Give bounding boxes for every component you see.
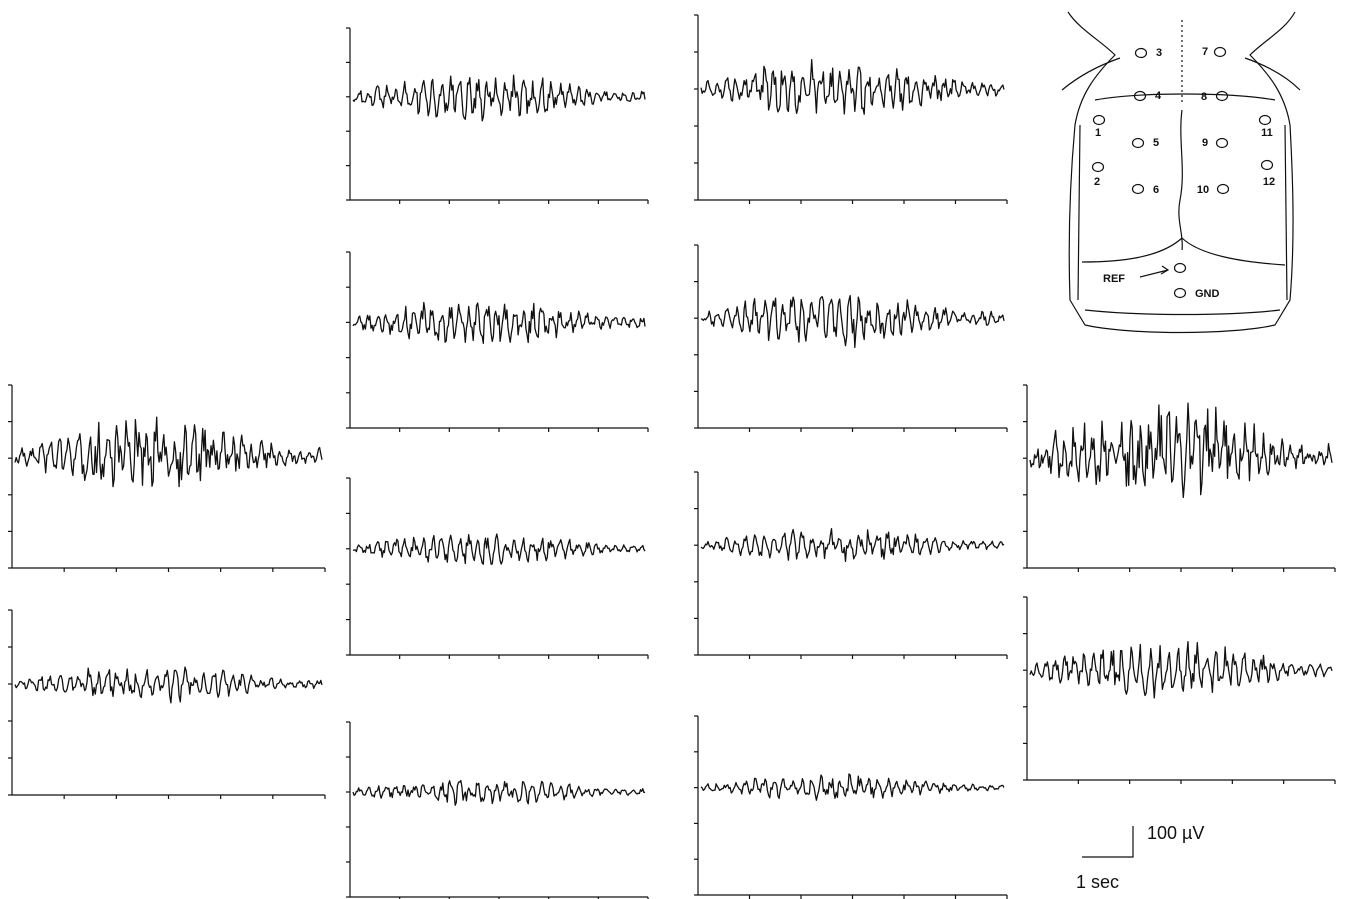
- trace-panel: [346, 722, 648, 899]
- eeg-trace: [1030, 403, 1332, 497]
- trace-panel: [8, 610, 325, 799]
- electrode: [1135, 92, 1146, 101]
- panel-axes: [698, 245, 1007, 428]
- panel-axes: [1027, 385, 1335, 568]
- figure: 123456789101112REFGND 100 µV 1 sec: [0, 0, 1345, 899]
- eeg-trace: [353, 303, 645, 344]
- reference-label: REF: [1103, 273, 1125, 285]
- scale-bar-lines: [1082, 826, 1133, 857]
- electrode: [1133, 185, 1144, 194]
- electrode: [1094, 116, 1105, 125]
- electrode-label: 4: [1155, 90, 1162, 102]
- electrode: [1093, 163, 1104, 172]
- electrode-label: 6: [1153, 184, 1159, 196]
- eeg-trace: [353, 534, 645, 564]
- scale-bar: 100 µV 1 sec: [1076, 823, 1204, 892]
- reference-arrow: [1140, 266, 1168, 277]
- trace-panel: [694, 716, 1007, 899]
- eeg-trace: [15, 417, 322, 487]
- electrode-label: 5: [1153, 137, 1159, 149]
- amplitude-label: 100 µV: [1147, 823, 1204, 843]
- eeg-trace: [1030, 642, 1332, 698]
- electrode: [1262, 161, 1273, 170]
- electrode-label: 10: [1197, 184, 1209, 196]
- electrode-label: 7: [1202, 46, 1208, 58]
- trace-panel: [346, 252, 648, 432]
- electrode-label: 3: [1156, 47, 1162, 59]
- panel-axes: [12, 610, 325, 795]
- panel-axes: [350, 478, 648, 655]
- electrode: [1217, 92, 1228, 101]
- trace-panel: [346, 28, 648, 204]
- electrode: [1215, 48, 1226, 57]
- electrode: [1217, 139, 1228, 148]
- electrode-label: 2: [1094, 176, 1100, 188]
- electrode: [1218, 185, 1229, 194]
- trace-panel: [694, 472, 1007, 659]
- electrode: [1260, 116, 1271, 125]
- electrode: [1133, 139, 1144, 148]
- trace-panel: [346, 478, 648, 659]
- ground-electrode: [1175, 289, 1186, 298]
- electrode-label: 12: [1263, 176, 1275, 188]
- eeg-trace: [701, 296, 1004, 348]
- eeg-trace: [353, 75, 645, 121]
- trace-panel: [8, 385, 325, 572]
- ground-label: GND: [1195, 288, 1220, 300]
- panel-axes: [350, 722, 648, 897]
- eeg-trace: [701, 774, 1004, 800]
- panel-axes: [1027, 597, 1335, 780]
- eeg-trace: [15, 667, 322, 703]
- trace-panel: [1023, 385, 1335, 572]
- trace-panel: [694, 245, 1007, 432]
- panel-axes: [698, 15, 1007, 200]
- eeg-trace: [701, 60, 1004, 114]
- trace-panel: [694, 15, 1007, 204]
- electrode-label: 8: [1201, 91, 1207, 103]
- trace-panel: [1023, 597, 1335, 784]
- electrode-label: 11: [1261, 127, 1273, 139]
- panel-axes: [698, 716, 1007, 895]
- electrode-label: 1: [1095, 127, 1101, 139]
- panel-axes: [350, 28, 648, 200]
- time-label: 1 sec: [1076, 872, 1119, 892]
- electrode-label: 9: [1202, 137, 1208, 149]
- panel-axes: [350, 252, 648, 428]
- reference-electrode: [1175, 264, 1186, 273]
- panel-axes: [698, 472, 1007, 655]
- eeg-trace: [701, 529, 1004, 562]
- eeg-trace: [353, 781, 645, 806]
- electrode: [1136, 49, 1147, 58]
